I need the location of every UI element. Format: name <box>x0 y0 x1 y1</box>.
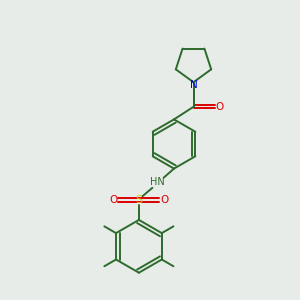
Text: S: S <box>135 195 142 205</box>
Text: O: O <box>109 195 117 205</box>
Text: O: O <box>216 102 224 112</box>
Text: O: O <box>160 195 169 205</box>
Text: N: N <box>190 80 197 90</box>
Text: HN: HN <box>150 177 165 188</box>
